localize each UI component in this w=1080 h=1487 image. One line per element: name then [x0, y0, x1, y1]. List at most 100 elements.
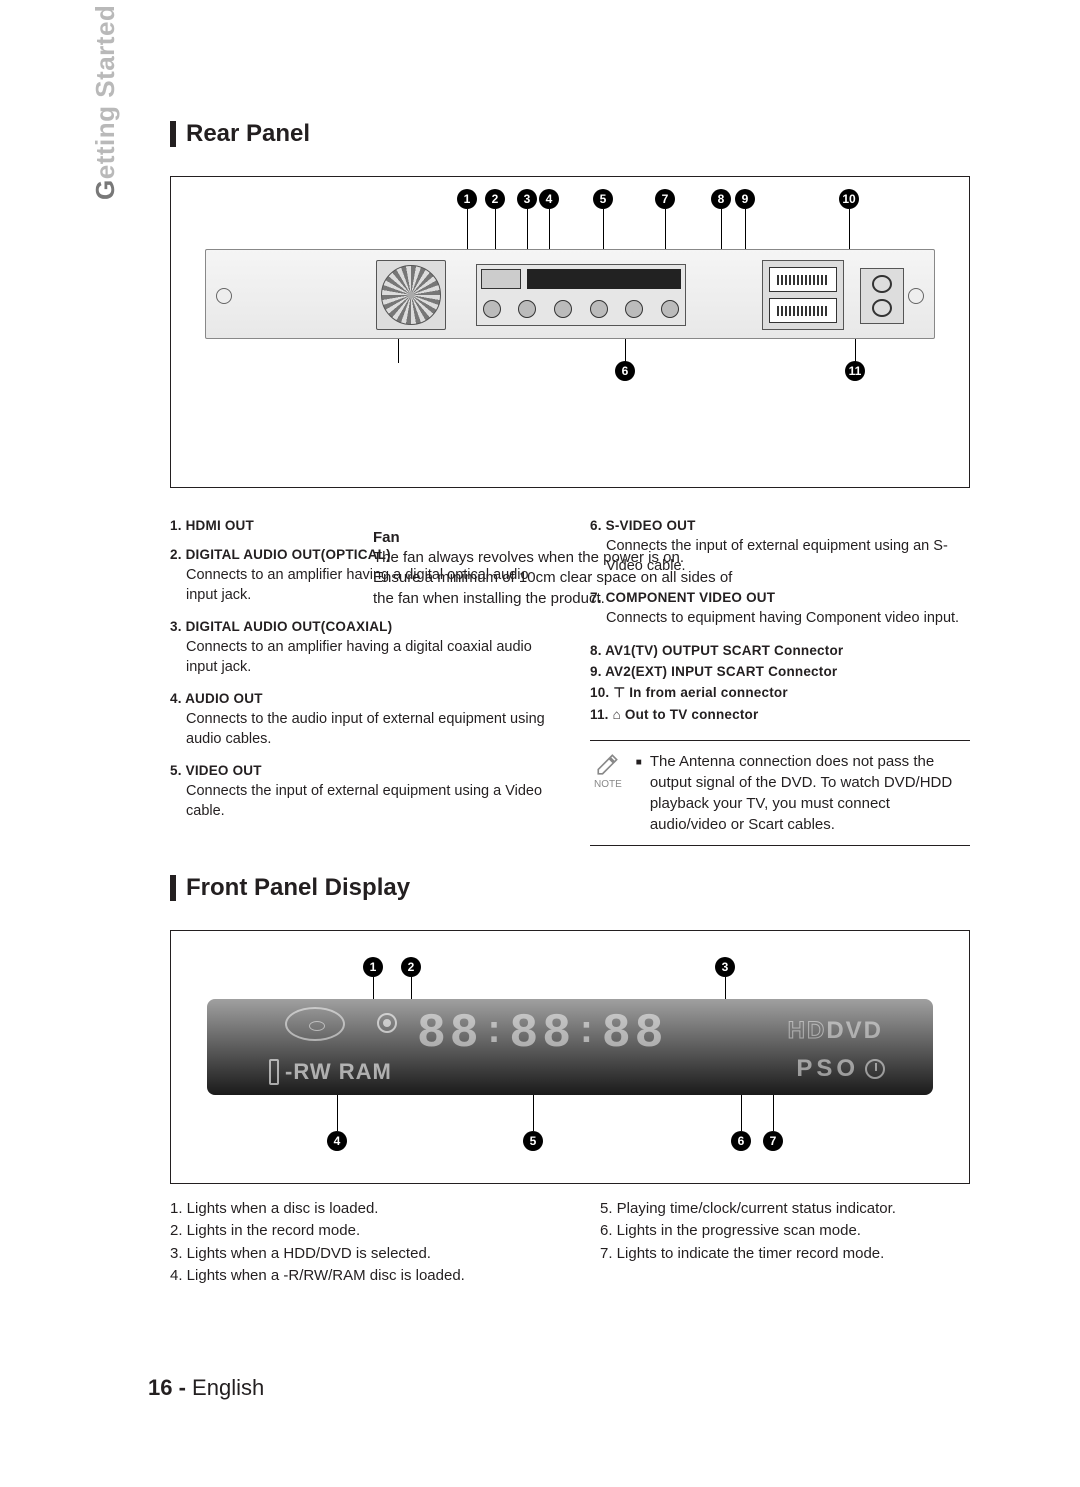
antenna-block: [860, 268, 904, 324]
callout-6: 6: [615, 361, 635, 381]
seg-colon: :: [575, 1011, 602, 1054]
legend-item: 7. Lights to indicate the timer record m…: [600, 1243, 970, 1266]
line: [625, 339, 626, 363]
fan-label: Fan: [373, 529, 753, 546]
callout-4: 4: [539, 189, 559, 209]
callout-11: 11: [845, 361, 865, 381]
callout-8: 8: [711, 189, 731, 209]
feature-title: 3. DIGITAL AUDIO OUT(COAXIAL): [170, 619, 550, 634]
front-callout-3: 3: [715, 957, 735, 977]
fan-text-2: Ensure a minimum of 10cm clear space on …: [373, 568, 753, 588]
fan-text-1: The fan always revolves when the power i…: [373, 548, 753, 568]
hddvd-label: HDDVD: [788, 1017, 883, 1045]
front-callout-7: 7: [763, 1131, 783, 1151]
device-body: [205, 249, 935, 339]
front-callout-5: 5: [523, 1131, 543, 1151]
front-callout-2: 2: [401, 957, 421, 977]
front-callout-1: 1: [363, 957, 383, 977]
callout-9: 9: [735, 189, 755, 209]
note-body: The Antenna connection does not pass the…: [650, 751, 966, 835]
display-panel: 88:88:88 -RW RAM HDDVD PSO: [207, 999, 933, 1095]
line: [741, 1095, 742, 1131]
coax-in: [872, 275, 892, 293]
fan-caption: Fan The fan always revolves when the pow…: [373, 529, 753, 609]
pso-text: PSO: [796, 1055, 859, 1083]
feature-3: 3. DIGITAL AUDIO OUT(COAXIAL) Connects to…: [170, 619, 550, 677]
callout-2: 2: [485, 189, 505, 209]
feature-desc: Connects to an amplifier having a digita…: [170, 638, 550, 677]
scart-1: [769, 267, 837, 292]
page-footer: 16 - English: [148, 1375, 264, 1401]
feature-title: 10. ⊤ In from aerial connector: [590, 685, 970, 701]
line: [773, 1095, 774, 1131]
port-optical: [483, 300, 501, 318]
front-legend-left: 1. Lights when a disc is loaded. 2. Ligh…: [170, 1198, 540, 1288]
seg-colon: :: [483, 1011, 510, 1054]
front-diagram-box: 1 2 3 88:88:88 -RW RAM HDDVD PSO: [170, 930, 970, 1184]
disc-type-label: -RW RAM: [269, 1059, 392, 1085]
feature-9: 9. AV2(EXT) INPUT SCART Connector: [590, 664, 970, 679]
page-number: 16 -: [148, 1375, 186, 1400]
callout-7: 7: [655, 189, 675, 209]
front-legend: 1. Lights when a disc is loaded. 2. Ligh…: [170, 1198, 970, 1288]
port-audio-r: [590, 300, 608, 318]
feature-title: 5. VIDEO OUT: [170, 763, 550, 778]
seven-segment: 88:88:88: [417, 1007, 667, 1061]
rear-diagram: 1 2 3 4 5 7 8 9 10: [195, 189, 945, 469]
front-diagram: 1 2 3 88:88:88 -RW RAM HDDVD PSO: [207, 957, 933, 1157]
hd-outline: HD: [788, 1017, 827, 1044]
front-callout-4: 4: [327, 1131, 347, 1151]
front-callout-6: 6: [731, 1131, 751, 1151]
line: [533, 1095, 534, 1131]
front-panel-title: Front Panel Display: [170, 874, 970, 902]
feature-title: 11. ⌂ Out to TV connector: [590, 707, 970, 722]
scart-block: [762, 260, 844, 330]
feature-desc: Connects the input of external equipment…: [170, 782, 550, 821]
fan-icon: [376, 260, 446, 330]
callout-5: 5: [593, 189, 613, 209]
feature-10: 10. ⊤ In from aerial connector: [590, 685, 970, 701]
port-video: [625, 300, 643, 318]
feature-5: 5. VIDEO OUT Connects the input of extern…: [170, 763, 550, 821]
scart-pins: [777, 306, 830, 316]
record-icon: [377, 1013, 397, 1033]
callout-1: 1: [457, 189, 477, 209]
bullet-icon: ■: [636, 756, 642, 835]
rear-diagram-box: 1 2 3 4 5 7 8 9 10: [170, 176, 970, 488]
center-ports: [476, 264, 686, 326]
rear-panel-title: Rear Panel: [170, 120, 970, 148]
port-component: [661, 300, 679, 318]
rear-title-text: Rear Panel: [186, 120, 310, 148]
port-label-strip: [527, 269, 681, 289]
dvd-solid: DVD: [826, 1017, 883, 1044]
note-icon: NOTE: [594, 751, 622, 790]
feature-title: 8. AV1(TV) OUTPUT SCART Connector: [590, 643, 970, 658]
legend-item: 2. Lights in the record mode.: [170, 1220, 540, 1243]
timer-icon: [865, 1059, 885, 1079]
legend-item: 5. Playing time/clock/current status ind…: [600, 1198, 970, 1221]
tab-dim: etting Started: [90, 5, 120, 180]
seg-digits: 88: [602, 1007, 668, 1061]
port-audio-l: [554, 300, 572, 318]
seg-digits: 88: [509, 1007, 575, 1061]
legend-item: 3. Lights when a HDD/DVD is selected.: [170, 1243, 540, 1266]
hdmi-port: [481, 269, 521, 289]
legend-item: 1. Lights when a disc is loaded.: [170, 1198, 540, 1221]
feature-title: 9. AV2(EXT) INPUT SCART Connector: [590, 664, 970, 679]
legend-item: 6. Lights in the progressive scan mode.: [600, 1220, 970, 1243]
legend-item: 4. Lights when a -R/RW/RAM disc is loade…: [170, 1265, 540, 1288]
manual-page: Getting Started Rear Panel 1 2 3 4 5 7 8…: [0, 0, 1080, 1487]
line: [337, 1095, 338, 1131]
fan-text-3: the fan when installing the product.: [373, 589, 753, 609]
callout-10: 10: [839, 189, 859, 209]
front-legend-right: 5. Playing time/clock/current status ind…: [600, 1198, 970, 1288]
page-lang: English: [192, 1375, 264, 1400]
feature-desc: Connects to equipment having Component v…: [590, 609, 970, 629]
line: [855, 339, 856, 363]
scart-pins: [777, 275, 830, 285]
port-coax: [518, 300, 536, 318]
line: [398, 339, 399, 363]
note-block: NOTE ■ The Antenna connection does not p…: [590, 740, 970, 846]
coax-out: [872, 299, 892, 317]
note-label: NOTE: [594, 779, 622, 790]
